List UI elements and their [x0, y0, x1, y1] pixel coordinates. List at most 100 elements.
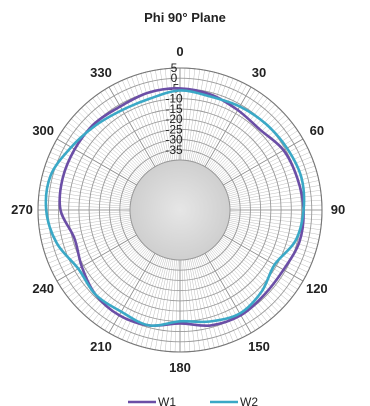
- grid-spoke: [92, 97, 150, 171]
- grid-spoke: [181, 68, 186, 161]
- grid-spoke: [224, 231, 308, 273]
- grid-ring: [129, 159, 231, 261]
- grid-spoke: [38, 194, 131, 205]
- grid-spoke: [191, 258, 215, 348]
- grid-spoke: [225, 230, 310, 268]
- grid-spoke: [229, 215, 322, 226]
- grid-spoke: [38, 211, 131, 216]
- grid-spoke: [81, 245, 146, 313]
- grid-spoke: [84, 104, 147, 173]
- grid-spoke: [88, 101, 149, 172]
- grid-spoke: [77, 244, 145, 309]
- radial-tick-label: 0: [171, 71, 178, 85]
- grid-spoke: [64, 126, 140, 181]
- angle-tick-label: 30: [252, 65, 266, 80]
- radial-tick-label: -15: [165, 102, 183, 116]
- grid-spoke: [190, 258, 210, 349]
- grid-spoke: [207, 251, 260, 328]
- grid-spoke: [221, 237, 298, 290]
- grid-spoke: [74, 243, 143, 306]
- grid-spoke: [126, 256, 162, 342]
- series-line-w1: [58, 87, 305, 328]
- grid-major-spoke: [223, 138, 304, 186]
- radial-tick-label: -10: [165, 92, 183, 106]
- grid-spoke: [193, 73, 220, 162]
- grid-spoke: [229, 194, 322, 205]
- grid-major-spoke: [108, 253, 156, 334]
- grid-spoke: [229, 213, 322, 221]
- grid-spoke: [206, 89, 256, 168]
- grid-spoke: [38, 199, 131, 207]
- grid-spoke: [220, 239, 296, 294]
- grid-spoke: [155, 259, 172, 350]
- grid-spoke: [226, 156, 312, 192]
- grid-spoke: [77, 111, 145, 176]
- grid-spoke: [226, 161, 314, 194]
- grid-spoke: [224, 233, 306, 277]
- grid-spoke: [174, 68, 179, 161]
- grid-spoke: [50, 230, 135, 268]
- grid-spoke: [221, 130, 298, 183]
- grid-spoke: [117, 82, 159, 166]
- grid-spoke: [140, 73, 167, 162]
- grid-spoke: [195, 74, 225, 163]
- grid-spoke: [67, 240, 141, 298]
- grid-spoke: [39, 190, 131, 204]
- grid-spoke: [54, 233, 136, 277]
- radial-tick-label: -30: [165, 133, 183, 147]
- angle-tick-label: 180: [169, 360, 191, 375]
- grid-spoke: [140, 258, 167, 347]
- angle-tick-label: 120: [306, 281, 328, 296]
- grid-spoke: [229, 199, 322, 207]
- grid-spoke: [135, 257, 165, 346]
- grid-spoke: [100, 92, 153, 169]
- grid-spoke: [38, 215, 131, 226]
- grid-major-spoke: [204, 253, 252, 334]
- grid-spoke: [122, 255, 160, 340]
- grid-spoke: [229, 185, 320, 202]
- radial-tick-label: -35: [165, 143, 183, 157]
- grid-spoke: [181, 259, 186, 352]
- grid-spoke: [131, 76, 164, 164]
- radial-tick-label: -25: [165, 122, 183, 136]
- grid-spoke: [50, 152, 135, 190]
- grid-spoke: [210, 249, 268, 323]
- grid-spoke: [46, 161, 134, 194]
- grid-spoke: [217, 243, 286, 306]
- grid-spoke: [145, 72, 169, 162]
- grid-spoke: [62, 237, 139, 290]
- grid-spoke: [219, 122, 293, 180]
- grid-spoke: [41, 180, 132, 200]
- grid-spoke: [135, 74, 165, 163]
- series-line-w2: [44, 89, 306, 328]
- grid-spoke: [59, 236, 138, 286]
- grid-spoke: [74, 114, 143, 177]
- grid-spoke: [193, 258, 220, 347]
- legend-label-w1: W1: [158, 395, 176, 406]
- angle-labels: 0 30 60 90 120 150 180 210 240 270 300 330: [11, 44, 345, 375]
- grid-spoke: [186, 259, 200, 351]
- grid-spoke: [41, 220, 132, 240]
- grid-spoke: [71, 241, 142, 302]
- grid-spoke: [96, 250, 151, 326]
- grid-spoke: [188, 259, 205, 350]
- grid-spoke: [211, 248, 272, 319]
- radial-tick-label: -20: [165, 112, 183, 126]
- grid-spoke: [92, 249, 150, 323]
- grid-spoke: [46, 226, 134, 259]
- grid-spoke: [131, 256, 164, 344]
- angle-tick-label: 60: [310, 123, 324, 138]
- grid-spoke: [225, 152, 310, 190]
- grid-spoke: [229, 190, 321, 204]
- grid-ring: [88, 118, 272, 302]
- grid-spoke: [198, 256, 234, 342]
- grid-spoke: [209, 94, 264, 170]
- grid-major-spoke: [223, 234, 304, 282]
- grid-spoke: [201, 82, 243, 166]
- grid-spoke: [186, 69, 200, 161]
- chart-title: Phi 90° Plane: [144, 10, 226, 25]
- grid-spoke: [42, 175, 132, 199]
- grid-spoke: [229, 216, 321, 230]
- grid-spoke: [160, 259, 174, 351]
